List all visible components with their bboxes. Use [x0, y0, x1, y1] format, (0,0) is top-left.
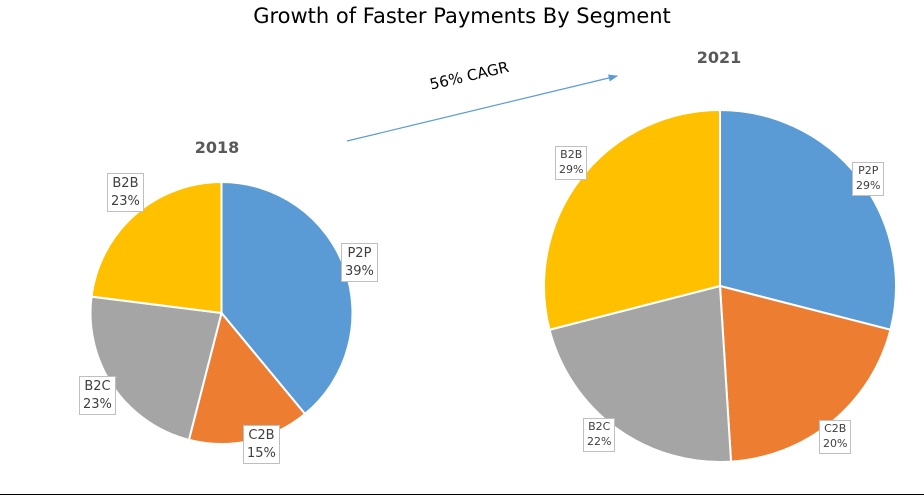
data-label-value: 39%	[345, 263, 374, 279]
data-label-2021-c2b: C2B 20%	[819, 420, 852, 454]
data-label-2018-b2b: B2B 23%	[107, 173, 144, 213]
data-label-value: 29%	[559, 162, 584, 176]
data-label-value: 22%	[587, 434, 612, 448]
data-label-2021-b2b: B2B 29%	[555, 146, 588, 180]
baseline-divider	[0, 494, 924, 495]
data-label-value: 15%	[247, 445, 276, 461]
data-label-value: 29%	[856, 178, 881, 192]
data-label-2018-p2p: P2P 39%	[341, 243, 378, 283]
data-label-category: B2B	[560, 148, 583, 161]
data-label-value: 23%	[83, 396, 112, 412]
data-label-category: B2C	[588, 420, 611, 433]
data-label-value: 20%	[823, 436, 848, 450]
growth-arrow	[346, 74, 619, 142]
pie-title-2021: 2021	[696, 48, 742, 67]
data-label-2018-c2b: C2B 15%	[243, 425, 280, 465]
data-label-category: B2B	[112, 176, 139, 191]
data-label-category: B2C	[84, 379, 111, 394]
data-label-category: P2P	[858, 164, 879, 177]
slice-2018-b2b	[90, 180, 223, 315]
data-label-2021-p2p: P2P 29%	[852, 162, 885, 196]
data-label-category: C2B	[248, 428, 275, 443]
data-label-value: 23%	[111, 193, 140, 209]
chart-title: Growth of Faster Payments By Segment	[253, 4, 671, 28]
slice-2021-b2c	[548, 284, 733, 463]
data-label-2018-b2c: B2C 23%	[79, 376, 116, 416]
data-label-category: C2B	[824, 422, 847, 435]
data-label-2021-b2c: B2C 22%	[583, 418, 616, 452]
pie-title-2018: 2018	[194, 138, 240, 157]
data-label-category: P2P	[347, 246, 372, 261]
